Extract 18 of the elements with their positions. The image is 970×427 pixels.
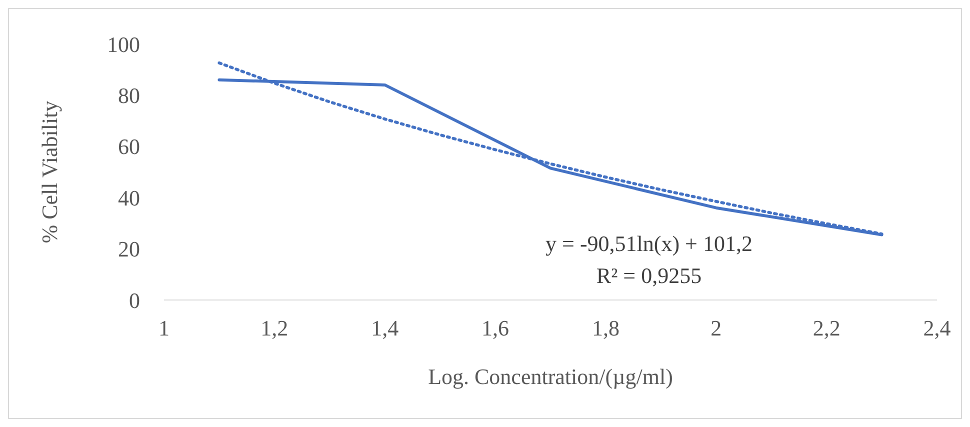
x-tick-label: 1,6 <box>482 316 510 341</box>
y-tick-label: 80 <box>118 83 140 108</box>
x-tick-label: 1,2 <box>260 316 288 341</box>
x-tick-label: 2,4 <box>923 316 951 341</box>
x-axis-title: Log. Concentration/(µg/ml) <box>428 364 673 389</box>
x-tick-label: 1,8 <box>592 316 620 341</box>
y-tick-label: 0 <box>129 288 140 313</box>
y-tick-label: 40 <box>118 185 140 210</box>
y-tick-label: 20 <box>118 236 140 262</box>
x-tick-label: 1,4 <box>371 316 399 341</box>
x-tick-label: 1 <box>158 316 170 341</box>
annotation: R² = 0,9255 <box>595 263 703 289</box>
annotation: y = -90,51ln(x) + 101,2 <box>544 231 754 257</box>
y-tick-label: 100 <box>107 32 140 57</box>
x-tick-label: 2 <box>710 316 722 341</box>
x-tick-label: 2,2 <box>812 316 840 341</box>
y-tick-label: 60 <box>118 134 140 160</box>
y-axis-title: % Cell Viability <box>36 100 62 244</box>
